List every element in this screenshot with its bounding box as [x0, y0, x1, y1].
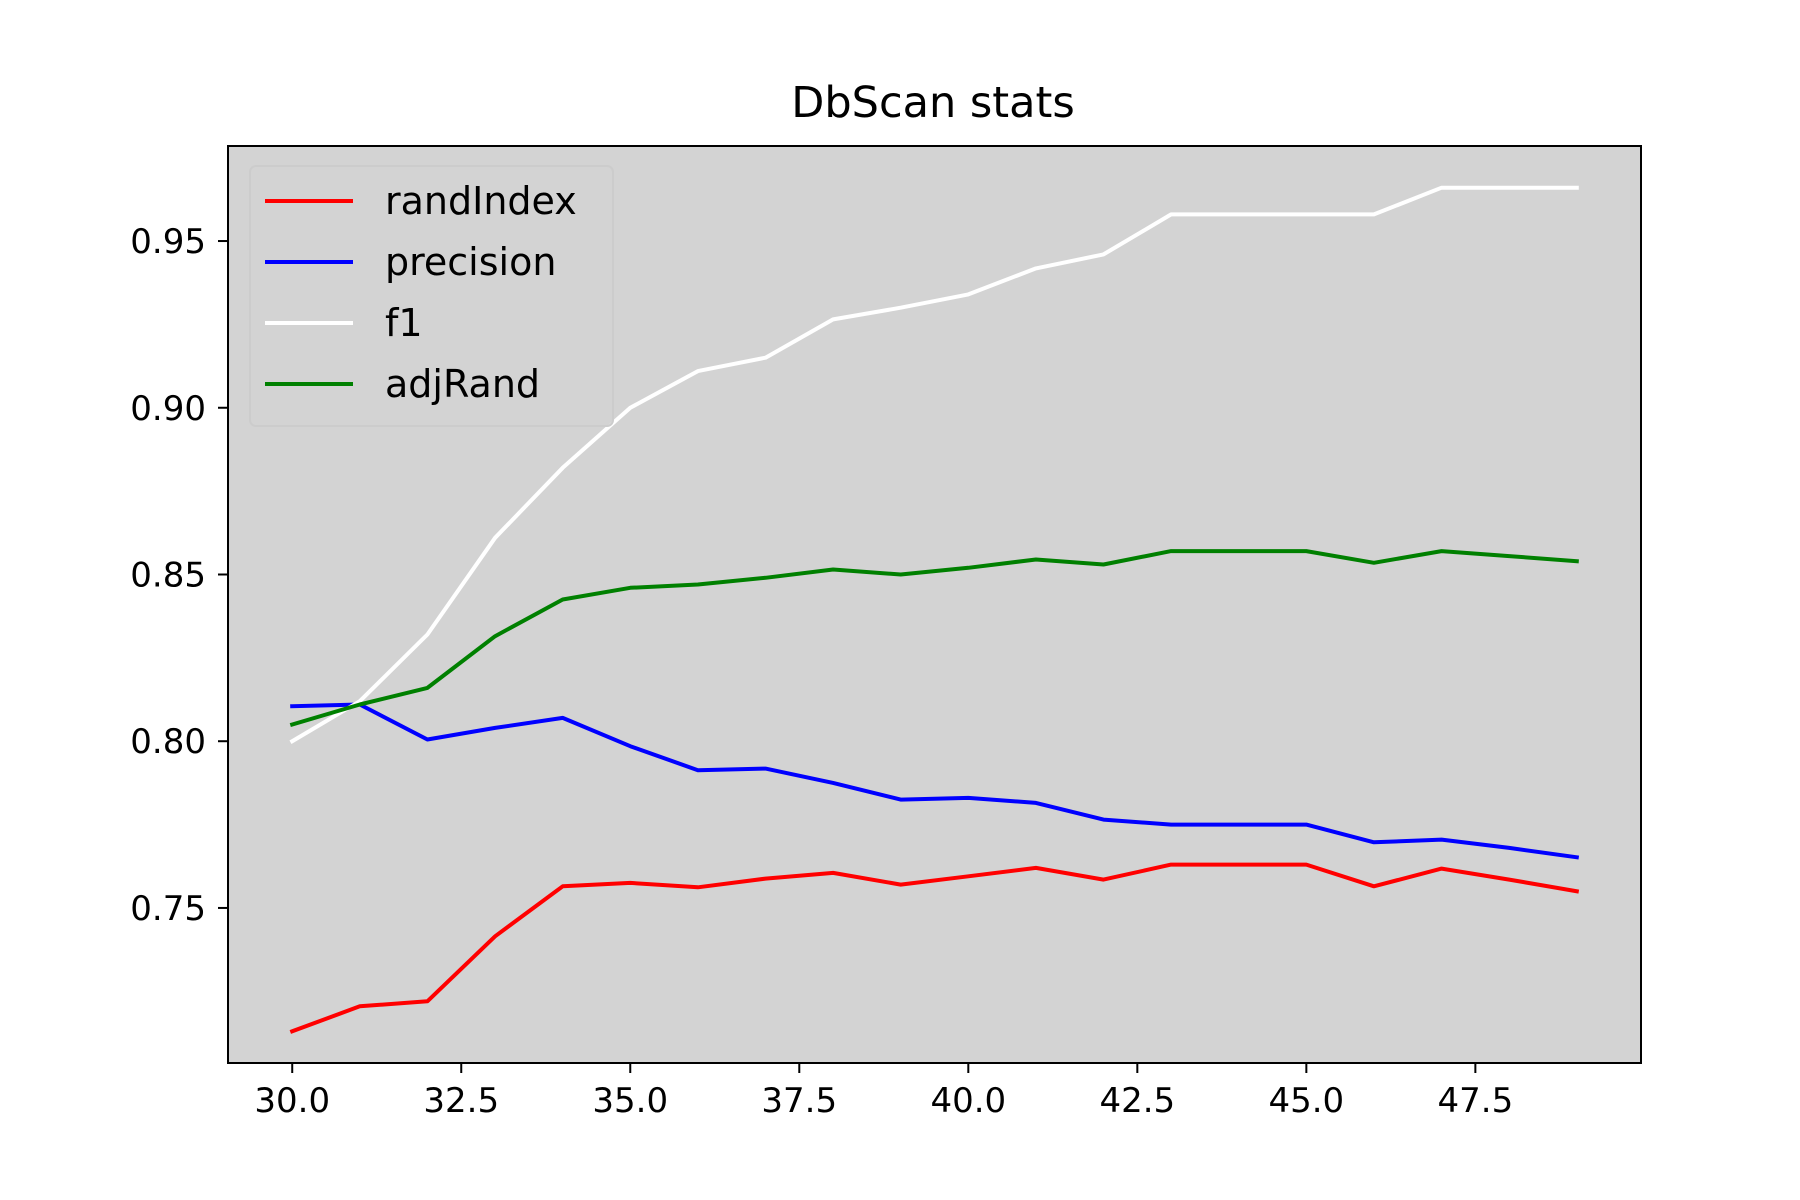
x-tick-label: 30.0	[254, 1081, 330, 1121]
legend-label: precision	[385, 240, 556, 284]
legend-box	[249, 165, 614, 427]
x-tick-label: 37.5	[761, 1081, 837, 1121]
plot-frame	[227, 145, 1642, 1064]
y-axis: 0.75 0.80 0.85 0.90 0.95	[130, 222, 228, 929]
x-axis: 30.0 32.5 35.0 37.5 40.0 42.5 45.0 47.5	[254, 1063, 1513, 1121]
y-tick-label: 0.80	[130, 722, 206, 762]
legend-item-adjRand: adjRand	[265, 362, 540, 406]
y-tick-label: 0.85	[130, 555, 206, 595]
y-tick-label: 0.95	[130, 222, 206, 262]
legend-label: f1	[385, 301, 423, 345]
legend: randIndex precision f1 adjRand	[249, 165, 614, 427]
legend-item-precision: precision	[265, 240, 556, 284]
y-tick-label: 0.90	[130, 389, 206, 429]
legend-label: randIndex	[385, 179, 577, 223]
x-tick-label: 32.5	[423, 1081, 499, 1121]
legend-item-f1: f1	[265, 301, 423, 345]
y-tick-label: 0.75	[130, 889, 206, 929]
legend-label: adjRand	[385, 362, 540, 406]
x-tick-label: 40.0	[930, 1081, 1006, 1121]
series-line-randIndex	[289, 862, 1580, 1034]
series-layer	[289, 185, 1580, 1034]
x-tick-label: 35.0	[592, 1081, 668, 1121]
series-line-f1	[289, 185, 1579, 744]
x-tick-label: 47.5	[1438, 1081, 1514, 1121]
x-tick-label: 42.5	[1099, 1081, 1175, 1121]
chart-title: DbScan stats	[791, 78, 1075, 128]
legend-item-randIndex: randIndex	[265, 179, 577, 223]
x-tick-label: 45.0	[1268, 1081, 1344, 1121]
series-line-precision	[290, 702, 1580, 860]
series-line-adjRand	[289, 549, 1579, 727]
